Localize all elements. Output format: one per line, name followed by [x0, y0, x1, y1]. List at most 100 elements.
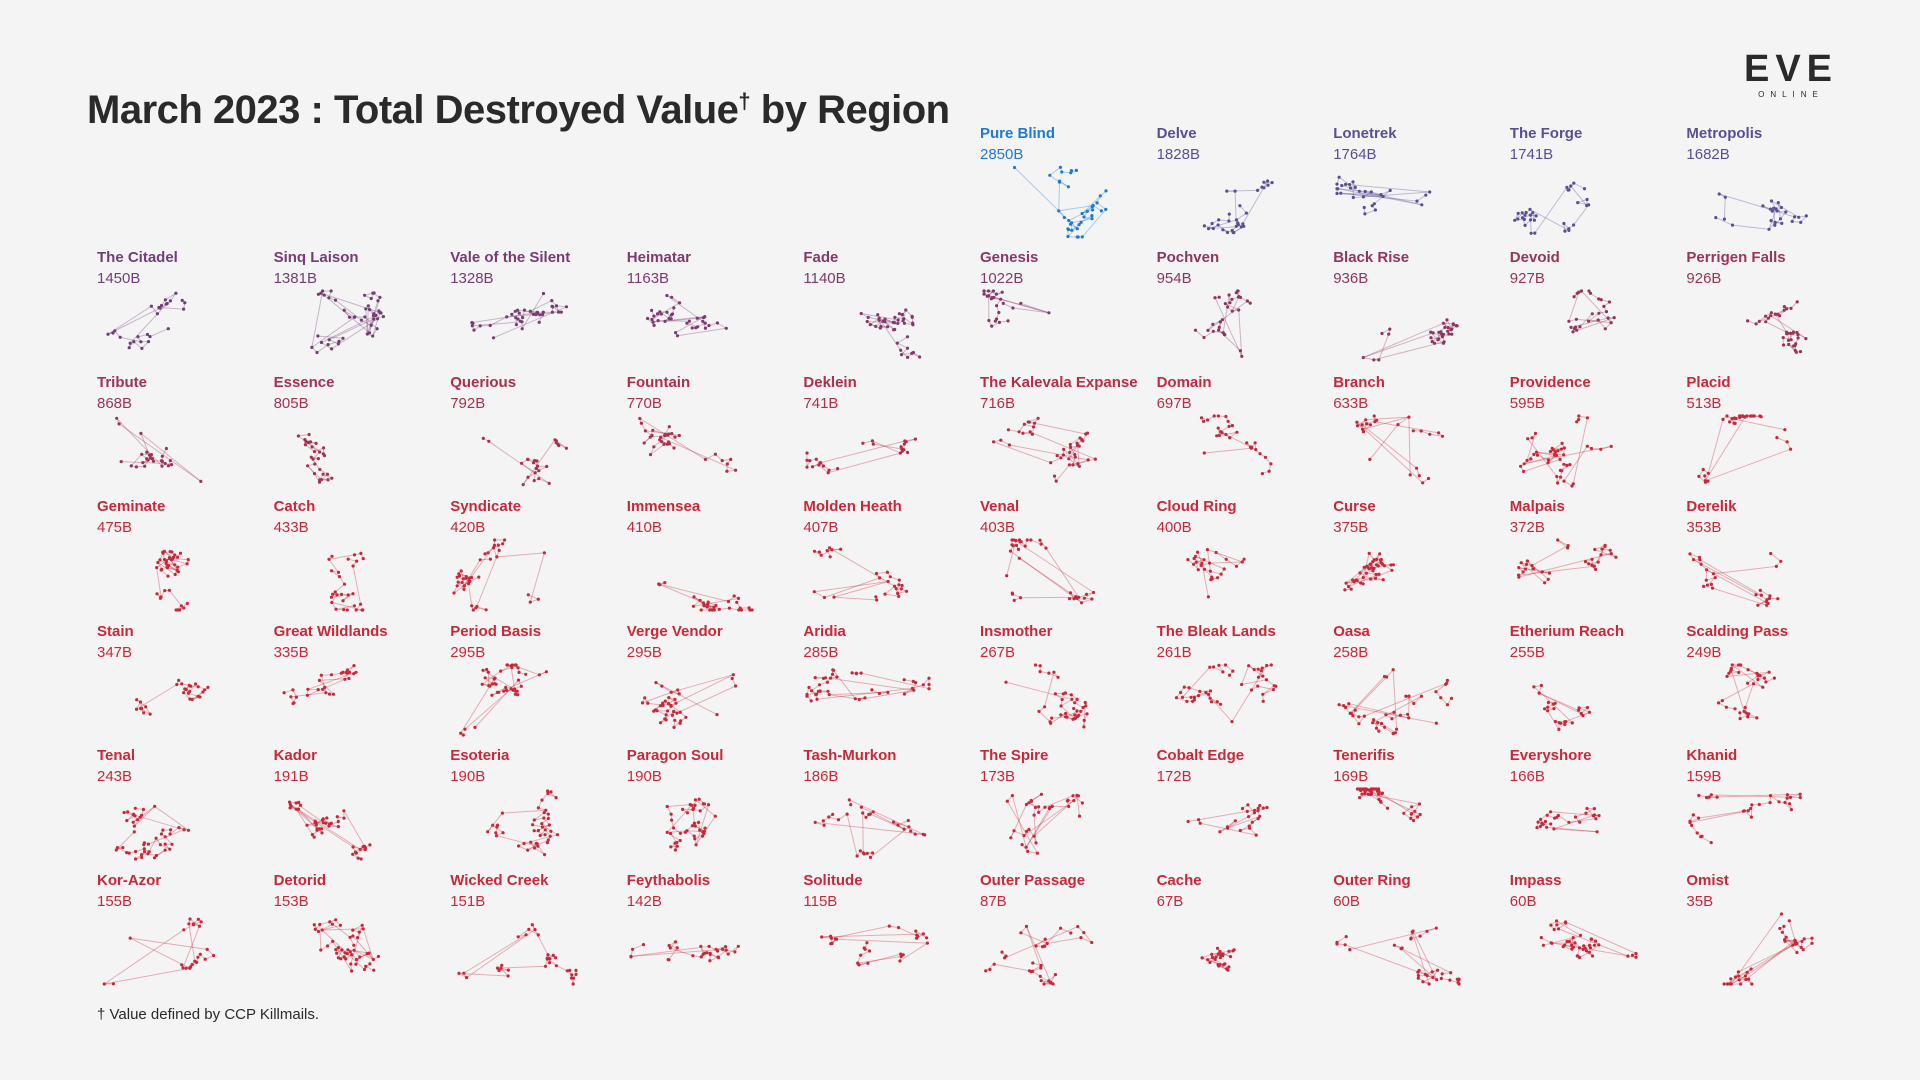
- system-node: [732, 594, 736, 598]
- system-node: [319, 673, 323, 677]
- system-node: [516, 693, 520, 697]
- system-node: [1516, 211, 1520, 215]
- system-node: [1024, 924, 1029, 928]
- gate-link: [897, 336, 909, 344]
- system-node: [822, 676, 826, 680]
- gate-link: [834, 596, 878, 601]
- system-node: [705, 605, 709, 609]
- system-node: [1700, 834, 1704, 838]
- system-node: [1090, 214, 1094, 218]
- system-node: [818, 550, 822, 554]
- system-node: [914, 681, 918, 685]
- gate-link: [1203, 568, 1212, 578]
- region-cell: Branch 633B: [1333, 374, 1503, 494]
- system-node: [477, 575, 481, 579]
- system-node: [900, 583, 905, 588]
- system-node: [1208, 689, 1212, 693]
- system-node: [1084, 432, 1088, 436]
- system-node: [1596, 943, 1601, 947]
- system-node: [1076, 925, 1080, 929]
- system-node: [1203, 690, 1208, 695]
- system-node: [1555, 481, 1559, 485]
- system-node: [305, 464, 309, 468]
- gate-link: [1514, 218, 1525, 221]
- gate-link: [692, 809, 695, 824]
- system-node: [1379, 557, 1384, 562]
- region-cell: Pure Blind 2850B: [980, 125, 1150, 245]
- system-node: [1769, 551, 1773, 556]
- system-node: [1713, 576, 1718, 580]
- gate-link: [1194, 329, 1204, 338]
- system-node: [354, 608, 358, 612]
- system-node: [1392, 943, 1397, 947]
- system-node: [1444, 682, 1448, 686]
- system-node: [1042, 982, 1046, 986]
- gate-link: [677, 327, 727, 337]
- region-cell: Cloud Ring 400B: [1157, 498, 1327, 618]
- system-node: [369, 323, 373, 327]
- region-map: [106, 291, 187, 350]
- system-node: [652, 323, 656, 327]
- system-node: [1447, 332, 1451, 336]
- system-node: [505, 315, 509, 319]
- gate-link: [630, 945, 709, 957]
- region-map: [309, 289, 385, 355]
- system-node: [1779, 217, 1783, 221]
- system-node: [483, 676, 487, 680]
- system-node: [140, 853, 144, 857]
- gate-link: [1698, 810, 1744, 819]
- system-node: [1755, 671, 1759, 675]
- system-node: [1348, 183, 1352, 187]
- system-node: [312, 923, 316, 927]
- system-node: [855, 854, 860, 858]
- system-node: [1567, 319, 1571, 323]
- system-node: [1796, 336, 1801, 340]
- system-node: [1256, 675, 1260, 679]
- system-node: [1196, 818, 1200, 822]
- system-node: [1069, 931, 1073, 935]
- system-node: [1552, 707, 1556, 711]
- system-node: [831, 812, 835, 816]
- system-node: [319, 340, 323, 345]
- system-node: [1038, 664, 1042, 668]
- system-node: [1378, 552, 1382, 556]
- system-node: [832, 595, 836, 599]
- system-node: [305, 687, 310, 691]
- gate-link: [364, 316, 378, 330]
- gate-link: [1008, 429, 1020, 433]
- system-node: [1517, 575, 1521, 579]
- system-node: [655, 312, 659, 316]
- system-node: [1092, 590, 1096, 595]
- system-node: [1418, 934, 1422, 938]
- system-node: [703, 826, 707, 830]
- gate-link: [1081, 598, 1093, 604]
- gate-link: [316, 344, 328, 353]
- system-node: [1777, 800, 1781, 804]
- system-node: [1536, 820, 1540, 824]
- gate-link: [694, 833, 705, 840]
- system-node: [1451, 323, 1456, 327]
- system-node: [1076, 462, 1080, 466]
- region-name: Pochven: [1156, 249, 1220, 266]
- system-node: [1769, 794, 1773, 798]
- system-node: [357, 930, 361, 934]
- system-node: [1594, 817, 1598, 821]
- system-node: [1547, 571, 1551, 575]
- gate-link: [1579, 951, 1590, 958]
- gate-link: [1410, 814, 1421, 819]
- system-node: [1519, 561, 1523, 565]
- system-node: [1768, 596, 1772, 600]
- system-node: [329, 673, 333, 677]
- gate-link: [1364, 209, 1376, 215]
- gate-link: [1784, 939, 1803, 942]
- system-node: [854, 697, 858, 701]
- gate-link: [1745, 683, 1755, 708]
- system-node: [1374, 572, 1378, 577]
- system-node: [1377, 358, 1381, 362]
- gate-link: [1586, 808, 1597, 820]
- gate-link: [658, 583, 720, 610]
- system-node: [164, 446, 168, 451]
- system-node: [1585, 444, 1589, 448]
- system-node: [358, 847, 362, 851]
- system-node: [1756, 674, 1760, 678]
